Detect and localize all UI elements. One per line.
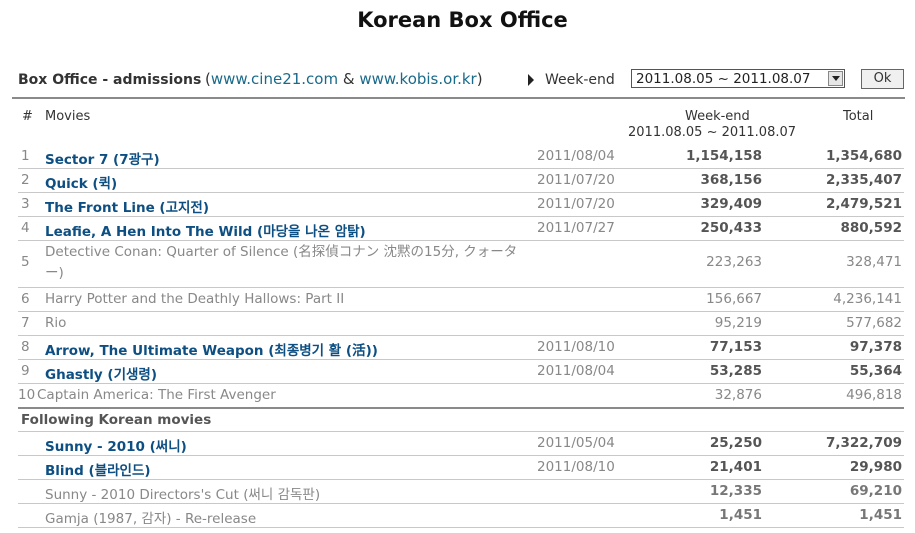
rank: 4: [21, 220, 30, 236]
total-admissions: 2,335,407: [825, 172, 902, 188]
total-admissions: 55,364: [849, 363, 902, 379]
total-admissions: 328,471: [846, 254, 902, 270]
total-admissions: 1,451: [859, 507, 902, 523]
box-office-table: 1 Sector 7 (7광구) 2011/08/04 1,154,158 1,…: [18, 145, 904, 528]
admissions-label: Box Office - admissions: [18, 72, 202, 88]
header-rank: #: [22, 109, 33, 124]
rank: 8: [21, 339, 30, 355]
total-admissions: 7,322,709: [825, 435, 902, 451]
table-row: 6 Harry Potter and the Deathly Hallows: …: [18, 288, 904, 312]
release-date: 2011/08/04: [537, 363, 615, 379]
rank: 9: [21, 363, 30, 379]
table-row: 3 The Front Line (고지전) 2011/07/20 329,40…: [18, 193, 904, 217]
weekend-admissions: 53,285: [709, 363, 762, 379]
header-total: Total: [843, 109, 874, 124]
movie-title[interactable]: Ghastly (기생령): [45, 367, 158, 383]
movie-title[interactable]: Leafie, A Hen Into The Wild (마당을 나온 암탉): [45, 224, 366, 240]
paren-open: (: [205, 70, 211, 88]
section-header: Following Korean movies: [18, 407, 904, 432]
table-row: 5 Detective Conan: Quarter of Silence (名…: [18, 241, 904, 288]
ampersand: &: [338, 70, 360, 88]
rank: 1: [21, 148, 30, 164]
weekend-admissions: 1,451: [719, 507, 762, 523]
weekend-admissions: 368,156: [700, 172, 763, 188]
movie-title[interactable]: Sunny - 2010 (써니): [45, 439, 187, 455]
release-date: 2011/07/20: [537, 172, 615, 188]
ok-button[interactable]: Ok: [861, 69, 904, 89]
cine21-link[interactable]: www.cine21.com: [210, 70, 339, 88]
total-admissions: 496,818: [846, 387, 902, 403]
rank: 2: [21, 172, 30, 188]
movie-title[interactable]: Blind (블라인드): [45, 463, 151, 479]
movie-title[interactable]: The Front Line (고지전): [45, 200, 210, 216]
release-date: 2011/07/27: [537, 220, 615, 236]
source-links: (www.cine21.com & www.kobis.or.kr): [205, 70, 483, 88]
header-weekend-range: 2011.08.05 ~ 2011.08.07: [628, 125, 797, 140]
movie-title: Rio: [45, 315, 67, 331]
movie-title: Harry Potter and the Deathly Hallows: Pa…: [45, 291, 345, 307]
movie-title[interactable]: Arrow, The Ultimate Weapon (최종병기 활 (活)): [45, 343, 378, 359]
weekend-admissions: 77,153: [709, 339, 762, 355]
weekend-admissions: 250,433: [700, 220, 763, 236]
table-row: 2 Quick (퀵) 2011/07/20 368,156 2,335,407: [18, 169, 904, 193]
total-admissions: 880,592: [840, 220, 903, 236]
chevron-down-icon[interactable]: [828, 71, 843, 86]
movie-title: Sunny - 2010 Directors's Cut (써니 감독판): [45, 487, 321, 503]
table-row: Gamja (1987, 감자) - Re-release 1,451 1,45…: [18, 504, 904, 528]
table-row: 9 Ghastly (기생령) 2011/08/04 53,285 55,364: [18, 360, 904, 384]
weekend-admissions: 32,876: [714, 387, 762, 403]
total-admissions: 97,378: [849, 339, 902, 355]
rank: 3: [21, 196, 30, 212]
movie-title[interactable]: Quick (퀵): [45, 176, 118, 192]
release-date: 2011/07/20: [537, 196, 615, 212]
total-admissions: 577,682: [846, 315, 902, 331]
filter-bar: Box Office - admissions (www.cine21.com …: [18, 69, 908, 93]
movie-title: Gamja (1987, 감자) - Re-release: [45, 511, 257, 527]
table-row: Sunny - 2010 Directors's Cut (써니 감독판) 12…: [18, 480, 904, 504]
table-row: 7 Rio 95,219 577,682: [18, 312, 904, 336]
weekend-admissions: 1,154,158: [685, 148, 762, 164]
total-admissions: 4,236,141: [833, 291, 902, 307]
weekend-admissions: 12,335: [709, 483, 762, 499]
movie-title: Detective Conan: Quarter of Silence (名探偵…: [45, 244, 518, 281]
weekend-label: Week-end: [545, 72, 615, 88]
rank: 5: [21, 254, 30, 270]
table-row: 10 Captain America: The First Avenger 32…: [18, 384, 904, 407]
weekend-admissions: 329,409: [700, 196, 763, 212]
weekend-admissions: 95,219: [714, 315, 762, 331]
table-row: 4 Leafie, A Hen Into The Wild (마당을 나온 암탉…: [18, 217, 904, 241]
table-row: Blind (블라인드) 2011/08/10 21,401 29,980: [18, 456, 904, 480]
page-title: Korean Box Office: [357, 8, 568, 32]
weekend-select[interactable]: 2011.08.05 ~ 2011.08.07: [631, 69, 845, 88]
release-date: 2011/08/04: [537, 148, 615, 164]
divider: [12, 97, 905, 99]
total-admissions: 69,210: [849, 483, 902, 499]
triangle-right-icon: [528, 74, 534, 86]
section-title: Following Korean movies: [21, 412, 212, 428]
release-date: 2011/08/10: [537, 339, 615, 355]
table-row: Sunny - 2010 (써니) 2011/05/04 25,250 7,32…: [18, 432, 904, 456]
kobis-link[interactable]: www.kobis.or.kr: [359, 70, 477, 88]
release-date: 2011/05/04: [537, 435, 615, 451]
weekend-admissions: 25,250: [709, 435, 762, 451]
weekend-admissions: 223,263: [706, 254, 762, 270]
rank: 6: [21, 291, 30, 307]
movie-title: Captain America: The First Avenger: [37, 387, 276, 403]
weekend-admissions: 156,667: [706, 291, 762, 307]
rank: 7: [21, 315, 30, 331]
total-admissions: 1,354,680: [825, 148, 902, 164]
paren-close: ): [476, 70, 483, 88]
release-date: 2011/08/10: [537, 459, 615, 475]
total-admissions: 2,479,521: [825, 196, 902, 212]
total-admissions: 29,980: [849, 459, 902, 475]
weekend-admissions: 21,401: [709, 459, 762, 475]
weekend-select-value: 2011.08.05 ~ 2011.08.07: [636, 71, 811, 87]
header-weekend: Week-end: [685, 109, 750, 124]
movie-title[interactable]: Sector 7 (7광구): [45, 152, 160, 168]
table-row: 1 Sector 7 (7광구) 2011/08/04 1,154,158 1,…: [18, 145, 904, 169]
table-row: 8 Arrow, The Ultimate Weapon (최종병기 활 (活)…: [18, 336, 904, 360]
rank: 10: [18, 387, 36, 403]
header-movies: Movies: [45, 109, 91, 124]
